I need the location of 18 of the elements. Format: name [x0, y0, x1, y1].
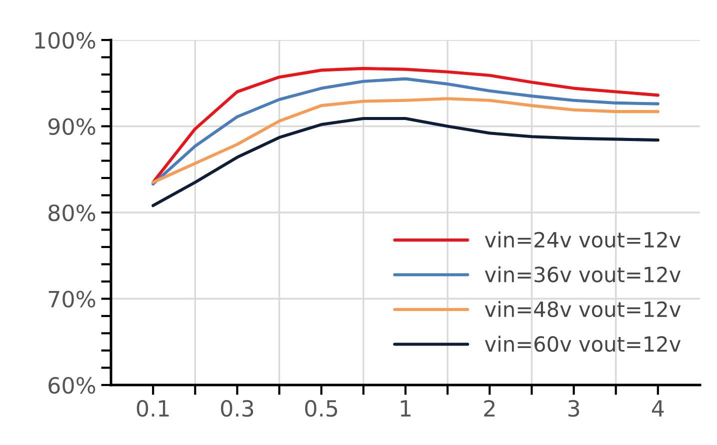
- line-series: [152, 97, 660, 184]
- x-tick-label: 3: [568, 400, 580, 417]
- x-tick-label: 0.5: [305, 400, 338, 417]
- legend-label: vin=24v vout=12v: [484, 232, 681, 248]
- y-tick-label: 90%: [48, 118, 96, 136]
- legend-label: vin=36v vout=12v: [484, 266, 681, 282]
- y-tick-label: 60%: [48, 376, 96, 394]
- x-tick-label: 0.3: [221, 400, 254, 417]
- x-tick-label: 1: [400, 400, 411, 416]
- line-series: [152, 116, 660, 208]
- x-tick-label: 0.1: [136, 400, 169, 417]
- y-tick-label: 100%: [35, 32, 96, 49]
- x-tick-label: 4: [652, 400, 664, 416]
- y-tick-label: 70%: [48, 290, 96, 308]
- x-tick-label: 2: [484, 400, 494, 416]
- legend-label: vin=48v vout=12v: [484, 300, 681, 318]
- legend-label: vin=60v vout=12v: [484, 336, 681, 352]
- y-tick-label: 80%: [48, 204, 96, 222]
